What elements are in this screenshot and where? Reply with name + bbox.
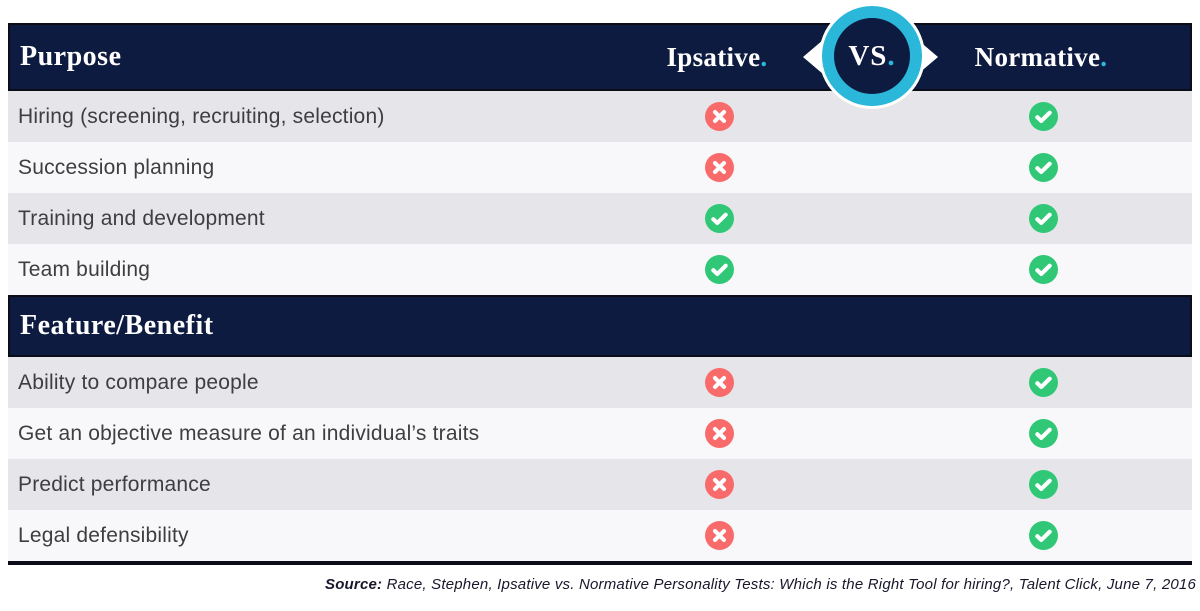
ipsative-cell [659, 102, 779, 131]
normative-cell [983, 102, 1103, 131]
cross-icon [704, 470, 734, 499]
check-icon [1028, 153, 1058, 182]
table-row: Training and development [8, 193, 1192, 244]
normative-cell [983, 521, 1103, 550]
ipsative-period: . [760, 41, 768, 72]
feature-benefit-rows: Ability to compare people Get an objectiv… [8, 357, 1192, 561]
ipsative-cell [659, 470, 779, 499]
table-row: Predict performance [8, 459, 1192, 510]
cross-icon [704, 368, 734, 397]
check-icon [1028, 255, 1058, 284]
feature-benefit-header-row: Feature/Benefit [8, 295, 1192, 357]
left-arrow-icon [803, 40, 823, 74]
purpose-section-title: Purpose [10, 41, 657, 73]
normative-column-header: Normative. [975, 42, 1107, 73]
ipsative-label: Ipsative [666, 41, 761, 72]
table-row: Succession planning [8, 142, 1192, 193]
table-bottom-border [8, 561, 1192, 565]
check-icon [1028, 521, 1058, 550]
check-icon [1028, 204, 1058, 233]
purpose-rows: Hiring (screening, recruiting, selection… [8, 91, 1192, 295]
table-row: Team building [8, 244, 1192, 295]
feature-benefit-section-title: Feature/Benefit [10, 310, 1190, 342]
source-citation: Source: Race, Stephen, Ipsative vs. Norm… [325, 576, 1196, 593]
ipsative-cell [659, 419, 779, 448]
row-label: Training and development [18, 206, 265, 230]
source-text: Race, Stephen, Ipsative vs. Normative Pe… [382, 576, 1196, 593]
row-label: Team building [18, 257, 151, 281]
row-label: Hiring (screening, recruiting, selection… [18, 104, 385, 128]
normative-cell [983, 153, 1103, 182]
check-icon [1028, 368, 1058, 397]
comparison-table: Purpose Ipsative. Normative. Hiring (scr… [8, 6, 1192, 565]
row-label: Ability to compare people [18, 370, 259, 394]
check-icon [1028, 102, 1058, 131]
check-icon [704, 204, 734, 233]
table-row: Legal defensibility [8, 510, 1192, 561]
cross-icon [704, 102, 734, 131]
row-label: Succession planning [18, 155, 215, 179]
normative-cell [983, 419, 1103, 448]
normative-cell [983, 470, 1103, 499]
ipsative-cell [659, 255, 779, 284]
table-row: Get an objective measure of an individua… [8, 408, 1192, 459]
purpose-section-title-text: Purpose [20, 41, 122, 72]
check-icon [1028, 470, 1058, 499]
row-label: Legal defensibility [18, 523, 189, 547]
table-row: Ability to compare people [8, 357, 1192, 408]
cross-icon [704, 153, 734, 182]
source-prefix: Source: [324, 576, 383, 593]
normative-period: . [1100, 41, 1108, 72]
vs-text: VS [848, 39, 888, 72]
table-row: Hiring (screening, recruiting, selection… [8, 91, 1192, 142]
normative-label: Normative [974, 41, 1101, 72]
row-label: Get an objective measure of an individua… [18, 421, 480, 445]
ipsative-cell [659, 153, 779, 182]
ipsative-cell [659, 368, 779, 397]
cross-icon [704, 419, 734, 448]
vs-period: . [887, 39, 896, 72]
right-arrow-icon [918, 40, 938, 74]
feature-benefit-section-title-text: Feature/Benefit [20, 310, 214, 341]
row-label: Predict performance [18, 472, 211, 496]
normative-cell [983, 368, 1103, 397]
vs-label: VS. [834, 18, 910, 94]
normative-cell [983, 255, 1103, 284]
purpose-header-row: Purpose Ipsative. Normative. [8, 23, 1192, 91]
ipsative-column-header: Ipsative. [657, 42, 777, 73]
vs-badge: VS. [822, 6, 922, 106]
check-icon [704, 255, 734, 284]
ipsative-cell [659, 521, 779, 550]
ipsative-cell [659, 204, 779, 233]
check-icon [1028, 419, 1058, 448]
normative-cell [983, 204, 1103, 233]
cross-icon [704, 521, 734, 550]
